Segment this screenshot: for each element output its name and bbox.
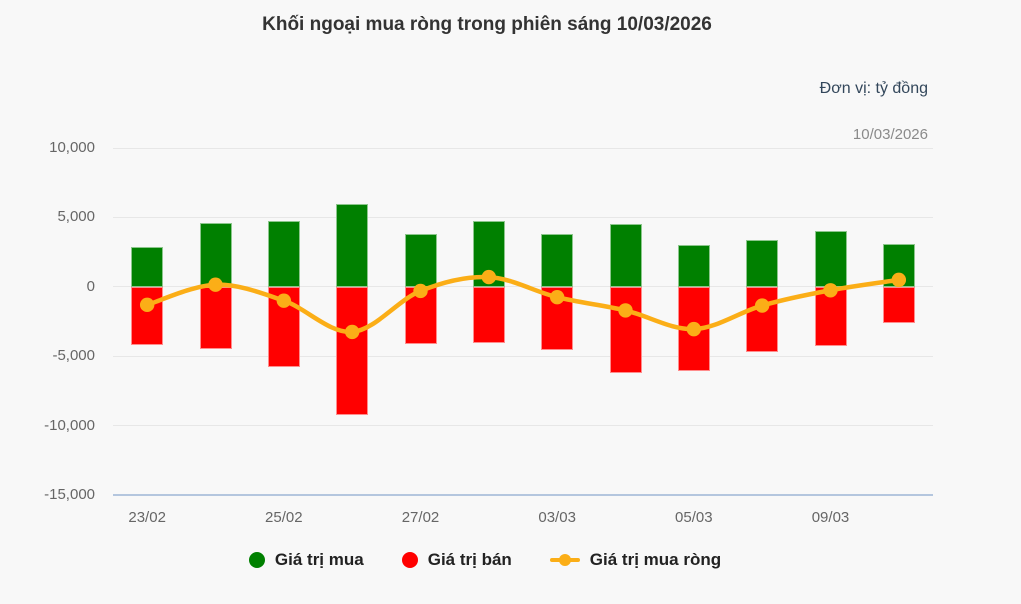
y-tick-label: -10,000: [44, 416, 95, 434]
gridline: [113, 286, 933, 288]
sell-bar: [814, 286, 847, 346]
sell-bar: [404, 286, 437, 344]
x-tick-label: 03/03: [538, 509, 576, 526]
sell-bar: [746, 286, 779, 353]
buy-bar: [199, 222, 232, 287]
x-tick-label: 09/03: [811, 509, 850, 526]
buy-dot-icon: [248, 552, 265, 568]
legend-label: Giá trị mua: [274, 550, 364, 569]
gridline: [113, 147, 933, 149]
net-dot-icon: [558, 554, 571, 566]
buy-bar: [677, 245, 710, 287]
y-tick-label: 10,000: [49, 139, 95, 156]
buy-bar: [472, 220, 505, 287]
sell-bar: [677, 286, 710, 371]
sell-dot-icon: [401, 552, 418, 568]
x-tick-label: 23/02: [128, 509, 166, 526]
legend-item-buy[interactable]: Giá trị mua: [248, 550, 364, 570]
sell-bar: [131, 286, 164, 346]
buy-bar: [814, 231, 847, 287]
x-tick-label: 25/02: [265, 509, 303, 526]
net-line-legend-icon: [549, 554, 580, 566]
legend-item-net[interactable]: Giá trị mua ròng: [549, 550, 722, 570]
sell-bar: [541, 286, 574, 350]
gridline: [113, 425, 933, 427]
buy-bar: [267, 220, 300, 287]
date-label: 10/03/2026: [852, 126, 928, 143]
chart-title: Khối ngoại mua ròng trong phiên sáng 10/…: [262, 14, 712, 35]
sell-bar: [199, 286, 232, 349]
legend: Giá trị mua Giá trị bán Giá trị mua ròng: [0, 550, 970, 570]
sell-bar: [472, 286, 505, 343]
legend-label: Giá trị bán: [427, 550, 512, 569]
x-tick-label: 05/03: [675, 509, 713, 526]
buy-bar: [404, 234, 437, 287]
sell-bar: [336, 286, 369, 416]
buy-bar: [882, 243, 915, 287]
buy-bar: [336, 203, 369, 287]
sell-bar: [267, 286, 300, 367]
buy-bar: [541, 234, 574, 287]
legend-item-sell[interactable]: Giá trị bán: [401, 550, 512, 570]
gridline: [113, 216, 933, 218]
y-tick-label: 0: [86, 277, 95, 295]
gridline: [113, 355, 933, 357]
y-tick-label: -15,000: [44, 486, 95, 503]
x-axis-line: [113, 494, 933, 496]
legend-label: Giá trị mua ròng: [589, 550, 722, 569]
net-line: [144, 274, 902, 335]
sell-bar: [609, 286, 642, 373]
buy-bar: [609, 224, 642, 287]
y-tick-label: -5,000: [52, 347, 95, 365]
unit-label: Đơn vị: tỷ đồng: [819, 80, 928, 97]
x-tick-label: 27/02: [401, 509, 440, 526]
buy-bar: [746, 240, 779, 287]
buy-bar: [131, 246, 164, 287]
sell-bar: [882, 286, 915, 323]
y-tick-label: 5,000: [57, 208, 95, 226]
